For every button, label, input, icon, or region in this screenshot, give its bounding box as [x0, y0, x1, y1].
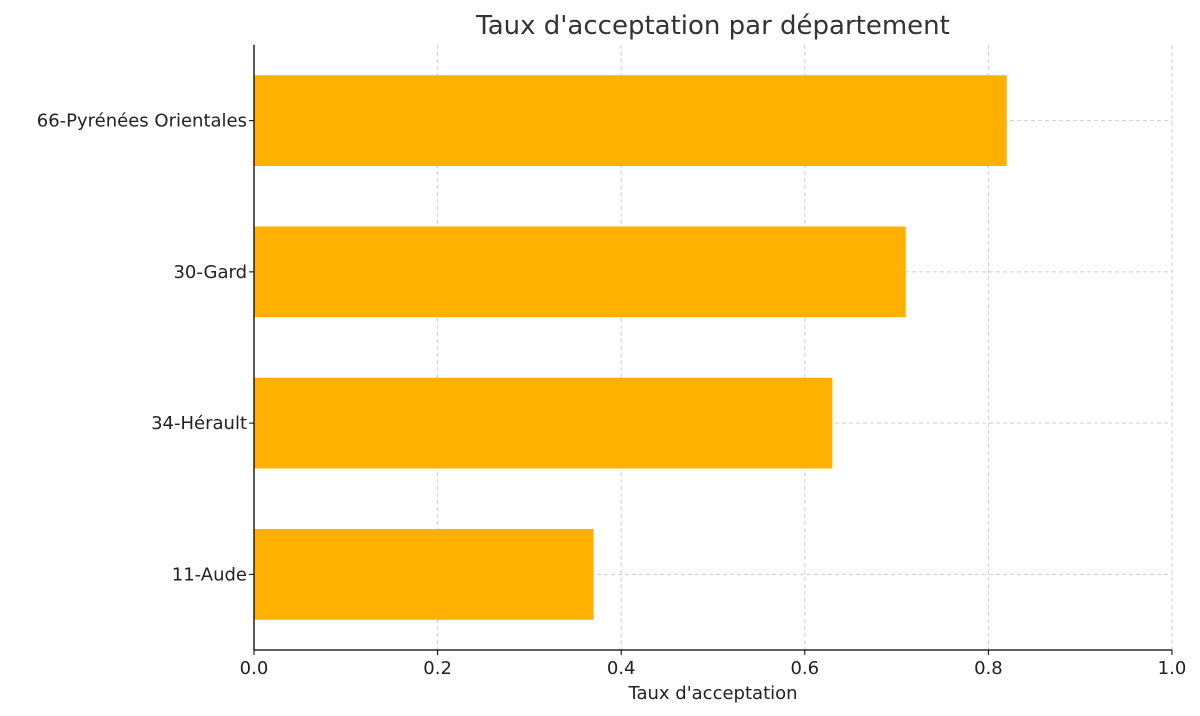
bar	[254, 529, 594, 620]
y-tick-label: 11-Aude	[172, 564, 247, 585]
x-axis-label: Taux d'acceptation	[627, 683, 797, 704]
bar	[254, 75, 1007, 166]
x-tick-label: 0.4	[607, 658, 636, 679]
bars	[254, 75, 1007, 620]
x-tick-label: 0.0	[240, 658, 269, 679]
y-axis-ticks: 66-Pyrénées Orientales 30-Gard 34-Hérault 1…	[37, 111, 254, 585]
x-tick-label: 0.2	[423, 658, 452, 679]
chart-title: Taux d'acceptation par département	[475, 11, 950, 41]
x-axis-ticks: 0.0 0.2 0.4 0.6 0.8 1.0	[240, 650, 1187, 679]
bar	[254, 226, 906, 318]
y-tick-label: 66-Pyrénées Orientales	[37, 111, 247, 132]
y-tick-label: 34-Hérault	[151, 413, 247, 434]
x-tick-label: 0.8	[974, 658, 1003, 679]
y-tick-label: 30-Gard	[173, 262, 247, 283]
x-tick-label: 0.6	[790, 658, 819, 679]
bar	[254, 377, 833, 469]
axes	[253, 45, 1172, 651]
x-tick-label: 1.0	[1158, 658, 1187, 679]
